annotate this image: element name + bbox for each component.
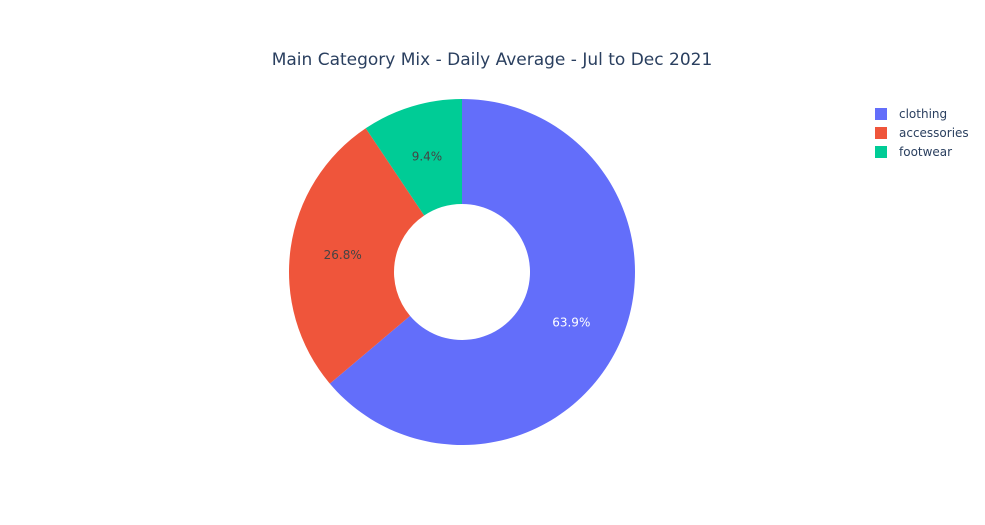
legend-item-footwear[interactable]: footwear <box>875 145 952 159</box>
legend-item-accessories[interactable]: accessories <box>875 126 969 140</box>
legend-swatch-footwear <box>875 146 887 158</box>
chart-title: Main Category Mix - Daily Average - Jul … <box>272 50 713 70</box>
slice-footwear[interactable] <box>365 99 462 216</box>
legend-label-clothing: clothing <box>899 107 947 121</box>
legend-swatch-clothing <box>875 108 887 120</box>
legend-item-clothing[interactable]: clothing <box>875 107 947 121</box>
legend-swatch-accessories <box>875 127 887 139</box>
slice-label-clothing: 63.9% <box>552 316 590 330</box>
legend-label-accessories: accessories <box>899 126 969 140</box>
legend-label-footwear: footwear <box>899 145 952 159</box>
slice-label-footwear: 9.4% <box>412 150 443 164</box>
slice-label-accessories: 26.8% <box>324 248 362 262</box>
donut-slices <box>289 99 635 445</box>
slice-labels: 63.9% 26.8% 9.4% <box>324 150 591 330</box>
legend: clothing accessories footwear <box>875 107 969 159</box>
slice-accessories[interactable] <box>289 128 425 384</box>
slice-clothing[interactable] <box>329 99 635 445</box>
